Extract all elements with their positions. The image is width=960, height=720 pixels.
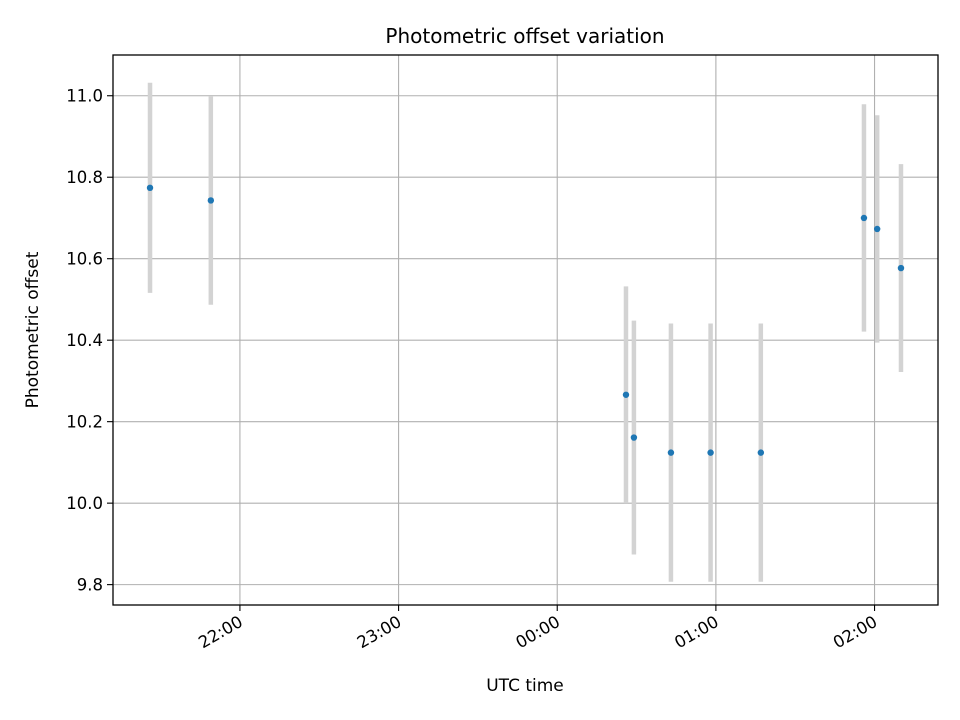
- data-point: [757, 449, 765, 456]
- y-axis-label: Photometric offset: [23, 251, 43, 408]
- y-tick-label: 10.6: [66, 250, 103, 269]
- y-tick-label: 10.4: [66, 331, 103, 350]
- data-point: [622, 391, 630, 398]
- y-tick-label: 9.8: [77, 576, 103, 595]
- data-point: [207, 197, 215, 204]
- x-axis-label: UTC time: [486, 676, 564, 696]
- data-point: [630, 434, 638, 441]
- data-point: [667, 449, 675, 456]
- data-point: [707, 449, 714, 456]
- grid: [113, 55, 938, 605]
- plot-frame: [112, 54, 939, 606]
- data-point: [146, 184, 154, 192]
- data-point: [873, 225, 881, 233]
- y-tick-label: 10.8: [66, 168, 103, 187]
- y-tick-label: 10.2: [66, 413, 103, 432]
- data-point: [897, 264, 905, 272]
- chart-title: Photometric offset variation: [385, 24, 664, 48]
- y-tick-label: 11.0: [66, 87, 103, 106]
- data-point: [860, 214, 868, 222]
- y-tick-label: 10.0: [66, 494, 103, 513]
- y-axis-ticks: 9.8 10.0 10.2 10.4 10.6 10.8 11.0: [66, 87, 113, 595]
- data-points: [146, 184, 905, 456]
